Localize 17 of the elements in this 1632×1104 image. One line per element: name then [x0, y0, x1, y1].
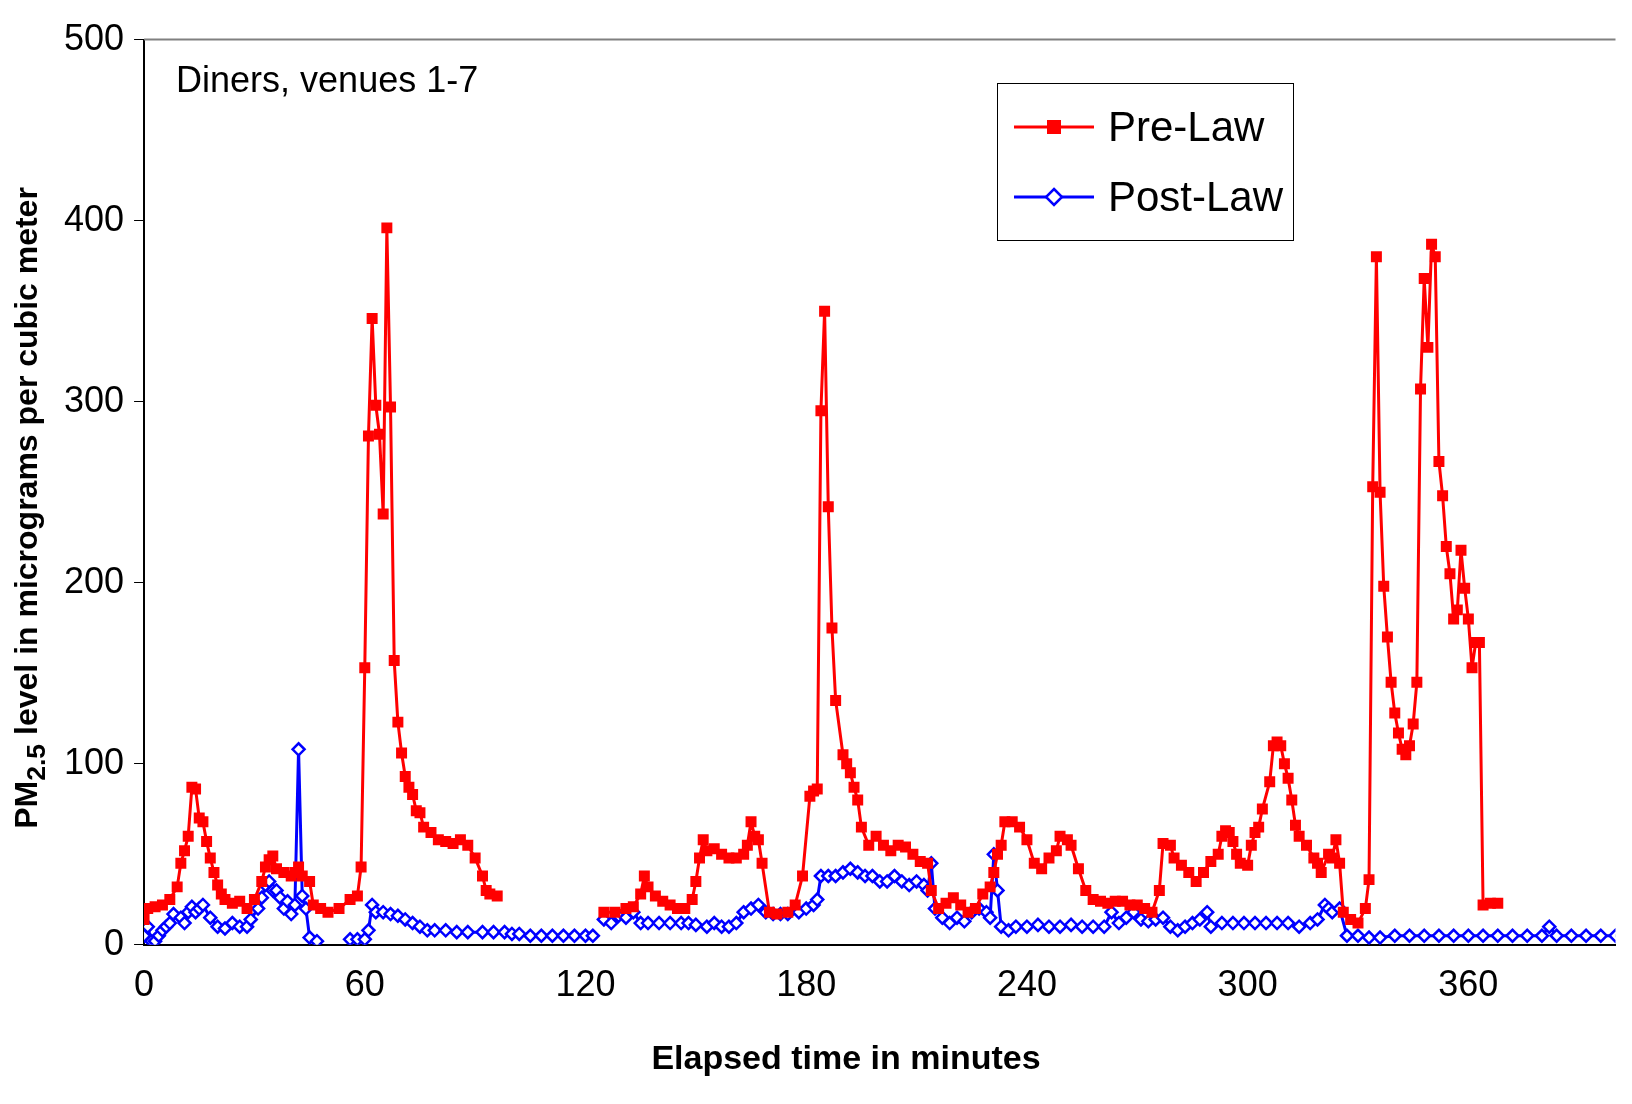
x-tick-label: 120 [555, 963, 616, 1005]
legend-label: Post-Law [1107, 173, 1283, 221]
x-tick-label: 0 [134, 963, 155, 1005]
y-tick-label: 400 [63, 197, 125, 239]
x-tick-label: 60 [344, 963, 385, 1005]
x-tick-label: 300 [1217, 963, 1278, 1005]
y-tick-label: 100 [63, 740, 125, 782]
legend-label: Pre-Law [1107, 103, 1265, 151]
y-tick-label: 200 [63, 559, 125, 601]
x-tick-label: 360 [1438, 963, 1499, 1005]
annotation: Diners, venues 1-7 [176, 58, 479, 100]
y-tick-label: 300 [63, 378, 125, 420]
x-axis-title: Elapsed time in minutes [650, 1038, 1042, 1077]
x-tick-label: 180 [776, 963, 837, 1005]
y-tick-label: 0 [104, 921, 125, 963]
x-tick-label: 240 [996, 963, 1057, 1005]
y-tick-label: 500 [63, 16, 125, 58]
